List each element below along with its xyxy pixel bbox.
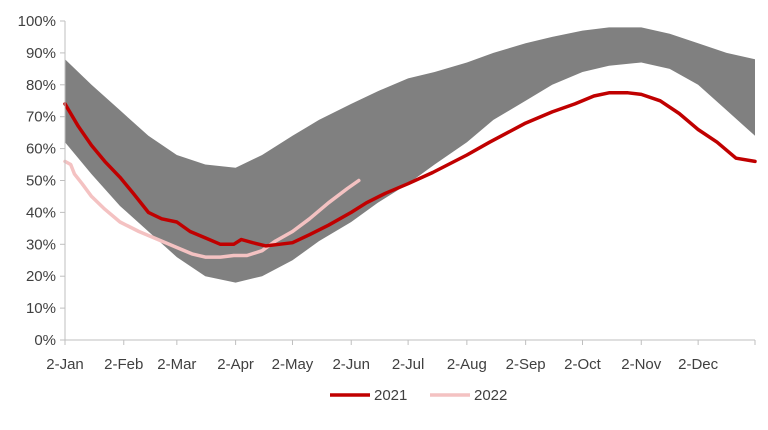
x-tick-label: 2-Jun [332, 356, 370, 373]
y-tick-label: 40% [26, 204, 56, 221]
y-tick-label: 60% [26, 141, 56, 158]
series-line-2021 [63, 91, 757, 248]
legend-label-2022: 2022 [474, 387, 507, 404]
x-tick-label: 2-Jul [392, 356, 425, 373]
y-tick-label: 50% [26, 173, 56, 190]
series-line-2022 [63, 159, 361, 259]
x-tick-label: 2-May [272, 356, 314, 373]
x-tick-label: 2-Jan [46, 356, 84, 373]
y-tick-label: 90% [26, 45, 56, 62]
y-tick-label: 70% [26, 109, 56, 126]
y-tick-label: 100% [18, 13, 56, 30]
y-tick-labels: 0% 10% 20% 30% 40% 50% 60% 70% 80% 90% 100% [18, 13, 56, 349]
x-tick-labels: 2-Jan 2-Feb 2-Mar 2-Apr 2-May 2-Jun 2-Jul 2-Aug… [46, 356, 718, 373]
y-tick-label: 0% [34, 332, 56, 349]
x-tick-label: 2-Feb [104, 356, 143, 373]
range-band [65, 27, 755, 283]
x-tick-label: 2-Mar [157, 356, 196, 373]
x-tick-label: 2-Nov [621, 356, 662, 373]
x-tick-label: 2-Aug [447, 356, 487, 373]
series-layer [63, 91, 757, 259]
y-tick-label: 20% [26, 268, 56, 285]
x-tick-label: 2-Sep [506, 356, 546, 373]
legend-label-2021: 2021 [374, 387, 407, 404]
y-tick-label: 10% [26, 300, 56, 317]
x-tick-label: 2-Apr [217, 356, 254, 373]
axes-layer [60, 20, 756, 345]
range-band-layer [65, 27, 755, 283]
legend: 2021 2022 [330, 387, 507, 404]
y-tick-label: 30% [26, 236, 56, 253]
x-tick-label: 2-Dec [678, 356, 719, 373]
x-tick-label: 2-Oct [564, 356, 602, 373]
y-tick-label: 80% [26, 77, 56, 94]
